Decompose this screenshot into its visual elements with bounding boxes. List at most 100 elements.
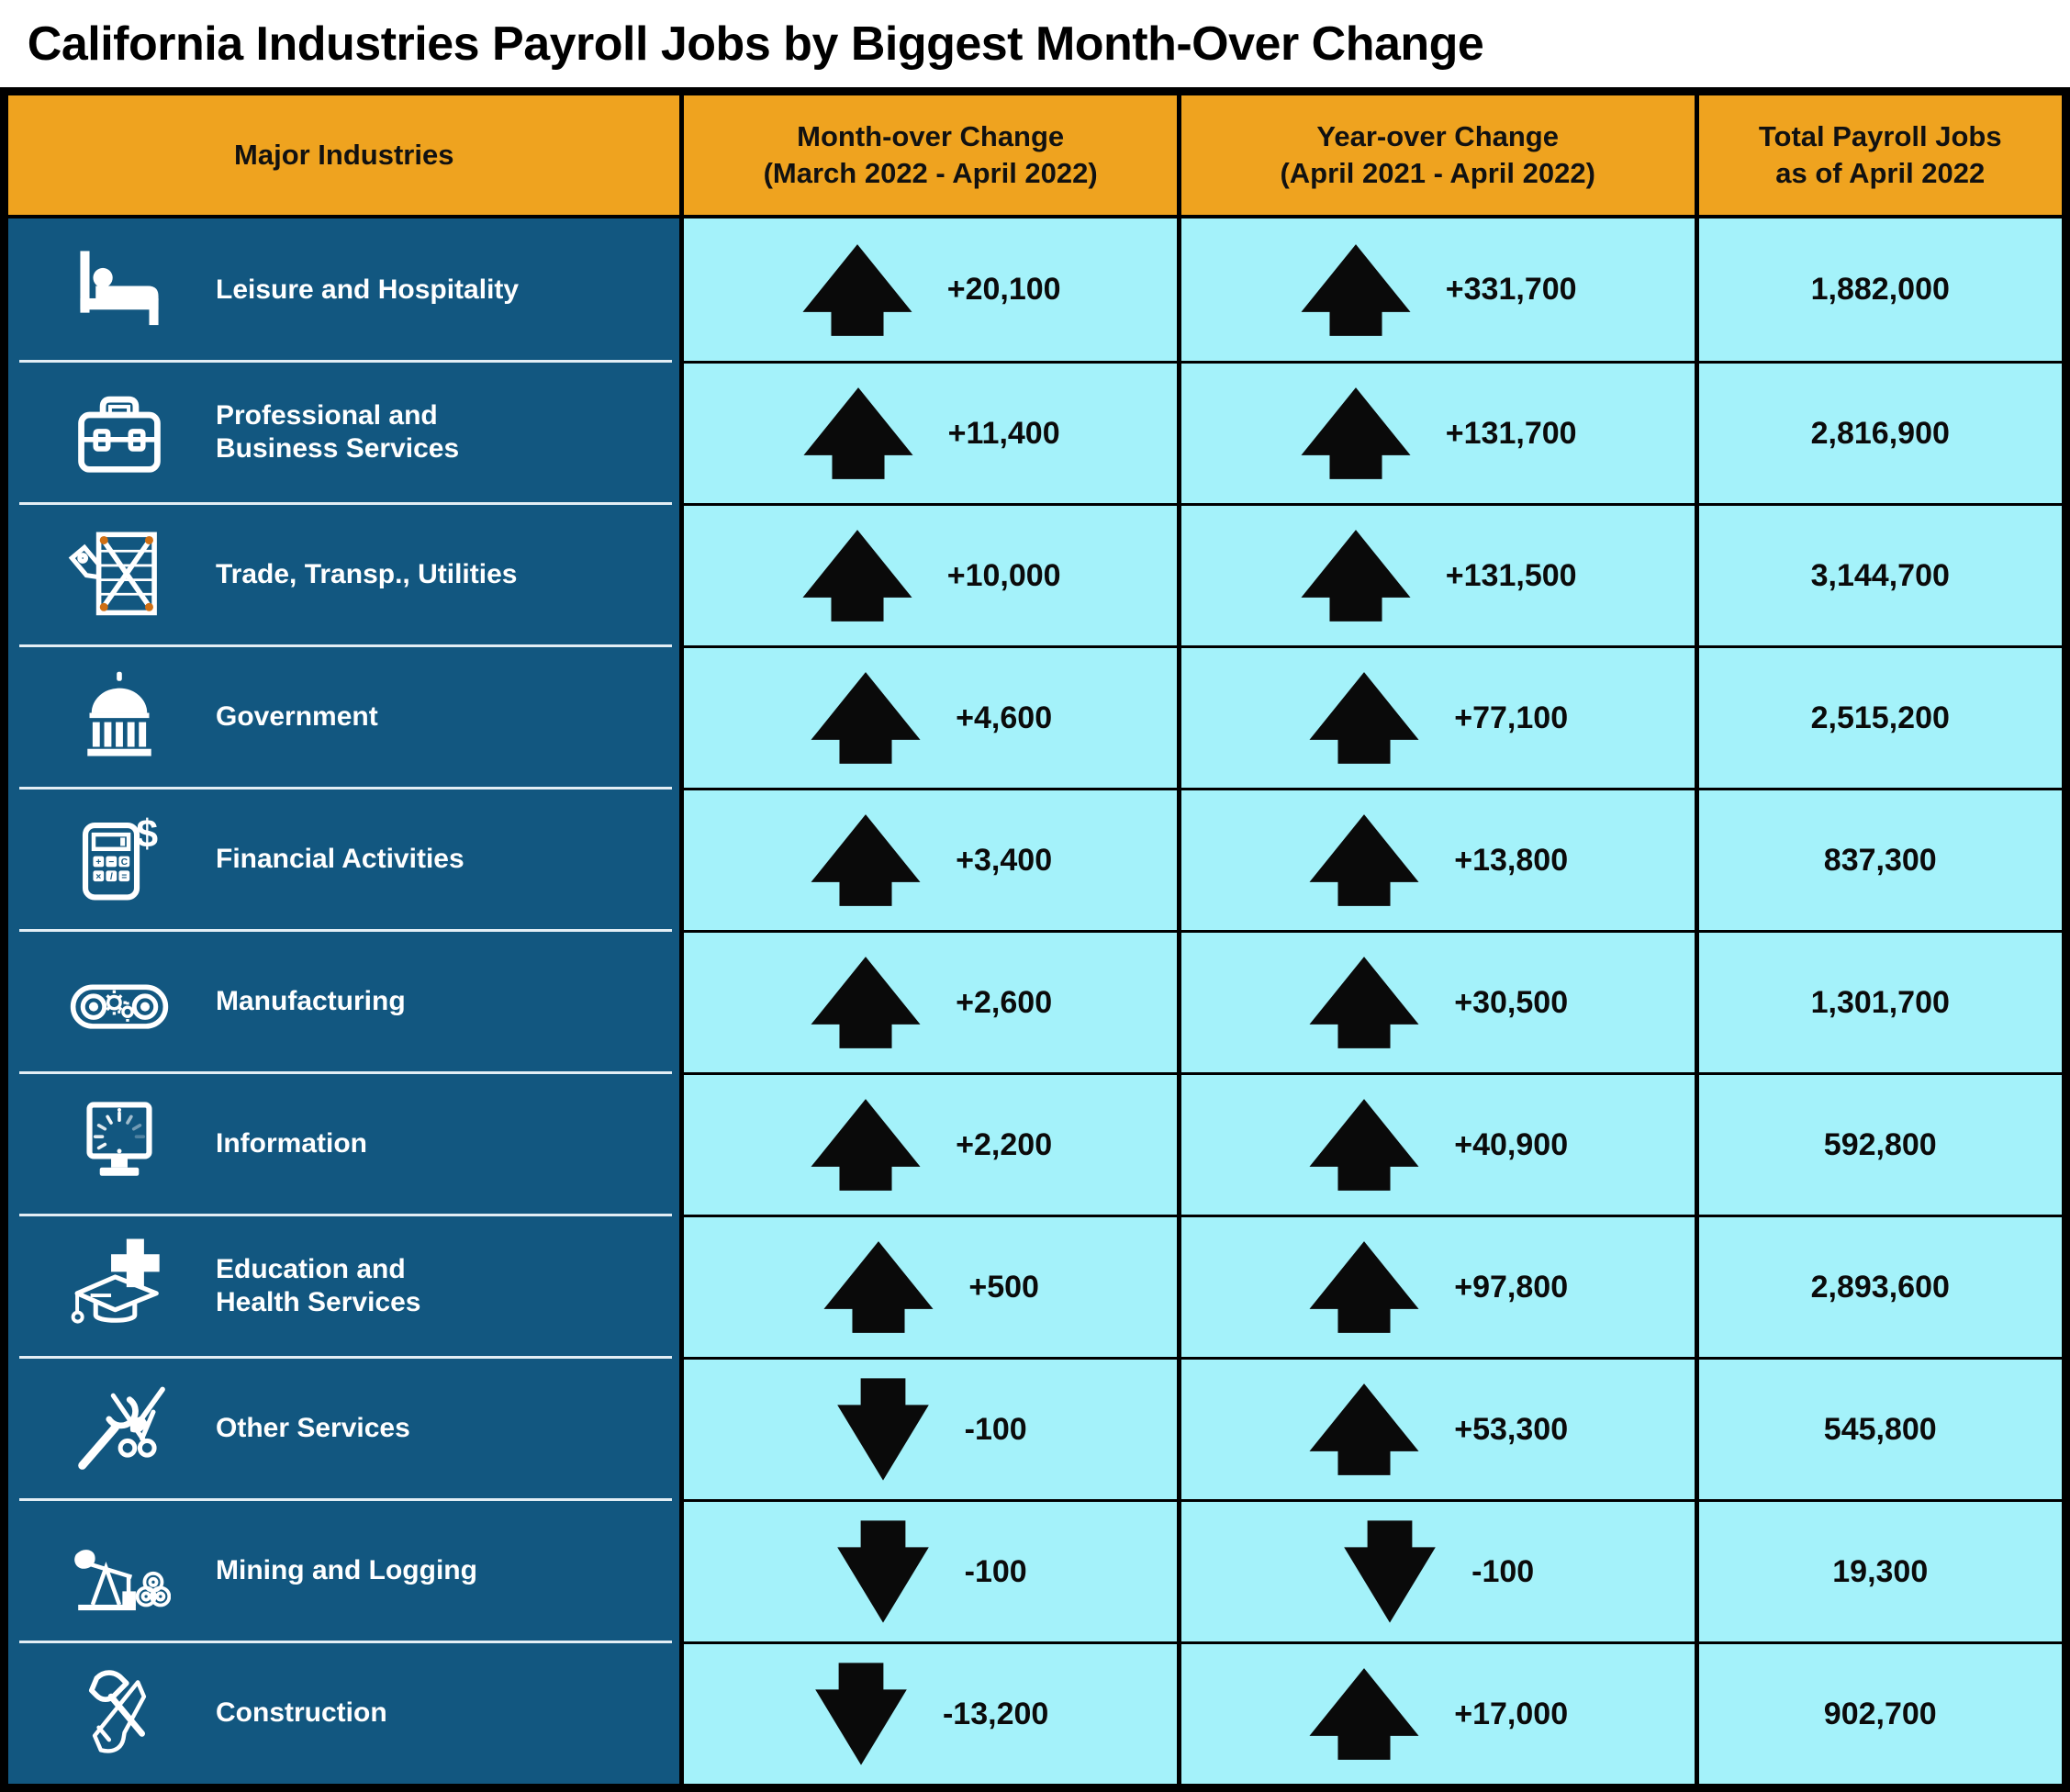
table-row: Trade, Transp., Utilities +10,000 +131,5… xyxy=(8,502,2062,645)
table-row: Information +2,200 +40,900 592,800 xyxy=(8,1071,2062,1215)
industry-label: Construction xyxy=(216,1697,387,1729)
table-header-row: Major Industries Month-over Change (Marc… xyxy=(8,95,2062,218)
industry-label-line: Mining and Logging xyxy=(216,1554,477,1585)
crate-tag-icon xyxy=(60,520,179,630)
year-change-cell: +131,700 xyxy=(1176,361,1695,503)
up-arrow-icon xyxy=(809,812,923,908)
industry-label-line: Business Services xyxy=(216,432,460,464)
industry-cell: Government xyxy=(8,644,680,788)
industry-cell: Education and Health Services xyxy=(8,1214,680,1357)
month-change-cell: +10,000 xyxy=(679,503,1177,645)
industry-label-line: Government xyxy=(216,700,378,732)
industry-cell: Other Services xyxy=(8,1356,680,1499)
toolbox-icon xyxy=(60,377,179,487)
industry-cell: Construction xyxy=(8,1641,680,1784)
up-arrow-icon xyxy=(1299,528,1413,623)
industry-cell: Mining and Logging xyxy=(8,1498,680,1641)
table-row: Professional and Business Services +11,4… xyxy=(8,360,2062,503)
svg-text:+: + xyxy=(95,857,101,868)
month-change-cell: -13,200 xyxy=(679,1641,1177,1784)
month-change-value: +4,600 xyxy=(956,700,1053,735)
total-jobs-value: 545,800 xyxy=(1823,1411,1937,1447)
year-change-cell: +40,900 xyxy=(1176,1072,1695,1215)
total-jobs-value: 902,700 xyxy=(1823,1696,1937,1731)
total-jobs-cell: 545,800 xyxy=(1694,1357,2062,1499)
column-header-year-over-change: Year-over Change (April 2021 - April 202… xyxy=(1176,95,1695,215)
year-change-cell: +53,300 xyxy=(1176,1357,1695,1499)
up-arrow-icon xyxy=(1307,1382,1421,1477)
up-arrow-icon xyxy=(1307,955,1421,1050)
industry-label-line: Information xyxy=(216,1127,367,1159)
industry-cell: Manufacturing xyxy=(8,929,680,1072)
up-arrow-icon xyxy=(1307,1097,1421,1193)
year-change-value: +53,300 xyxy=(1454,1411,1569,1447)
down-arrow-icon xyxy=(834,1518,932,1625)
month-change-value: +2,600 xyxy=(956,984,1053,1020)
month-change-cell: +4,600 xyxy=(679,645,1177,788)
header-line: Total Payroll Jobs xyxy=(1758,120,2002,153)
month-change-cell: +2,600 xyxy=(679,930,1177,1072)
industry-label-line: Education and xyxy=(216,1254,406,1285)
table-row: Construction -13,200 +17,000 902,700 xyxy=(8,1641,2062,1784)
month-change-value: -100 xyxy=(964,1553,1027,1589)
year-change-value: +331,700 xyxy=(1445,272,1577,307)
industry-label-line: Trade, Transp., Utilities xyxy=(216,558,518,589)
svg-text:C: C xyxy=(121,857,128,868)
month-change-value: +500 xyxy=(968,1269,1039,1305)
year-change-value: +17,000 xyxy=(1454,1696,1569,1731)
table-row: Leisure and Hospitality +20,100 +331,700… xyxy=(8,218,2062,361)
month-change-cell: +2,200 xyxy=(679,1072,1177,1215)
up-arrow-icon xyxy=(1299,242,1413,338)
year-change-value: +77,100 xyxy=(1454,700,1569,735)
table-row: Other Services -100 +53,300 545,800 xyxy=(8,1356,2062,1499)
total-jobs-cell: 1,301,700 xyxy=(1694,930,2062,1072)
total-jobs-value: 837,300 xyxy=(1823,842,1937,878)
total-jobs-cell: 3,144,700 xyxy=(1694,503,2062,645)
table-row: Manufacturing +2,600 +30,500 1,301,700 xyxy=(8,929,2062,1072)
year-change-value: +97,800 xyxy=(1454,1269,1569,1305)
industry-cell: Leisure and Hospitality xyxy=(8,218,680,361)
year-change-value: -100 xyxy=(1471,1553,1535,1589)
month-change-cell: -100 xyxy=(679,1357,1177,1499)
up-arrow-icon xyxy=(822,1239,935,1335)
page-title: California Industries Payroll Jobs by Bi… xyxy=(27,17,1484,71)
header-line: Major Industries xyxy=(234,139,454,172)
industry-label-line: Professional and xyxy=(216,400,438,431)
up-arrow-icon xyxy=(809,955,923,1050)
svg-text:×: × xyxy=(95,871,101,881)
column-header-month-over-change: Month-over Change (March 2022 - April 20… xyxy=(679,95,1176,215)
total-jobs-value: 592,800 xyxy=(1823,1126,1937,1162)
up-arrow-icon xyxy=(1307,1666,1421,1762)
table-row: Government +4,600 +77,100 2,515,200 xyxy=(8,644,2062,788)
industry-label: Education and Health Services xyxy=(216,1253,420,1318)
month-change-value: +2,200 xyxy=(956,1126,1053,1162)
month-change-cell: +3,400 xyxy=(679,788,1177,930)
month-change-value: -13,200 xyxy=(942,1696,1049,1731)
total-jobs-cell: 592,800 xyxy=(1694,1072,2062,1215)
total-jobs-cell: 19,300 xyxy=(1694,1499,2062,1641)
total-jobs-value: 2,893,600 xyxy=(1810,1269,1950,1305)
industry-cell: Information xyxy=(8,1071,680,1215)
total-jobs-cell: 2,515,200 xyxy=(1694,645,2062,788)
year-change-value: +131,700 xyxy=(1445,415,1577,451)
up-arrow-icon xyxy=(1307,1239,1421,1335)
total-jobs-value: 1,301,700 xyxy=(1810,984,1950,1020)
total-jobs-cell: 1,882,000 xyxy=(1694,218,2062,361)
up-arrow-icon xyxy=(809,1097,923,1193)
month-change-cell: +500 xyxy=(679,1215,1177,1357)
total-jobs-value: 3,144,700 xyxy=(1810,557,1950,593)
table-row: Mining and Logging -100 -100 19,300 xyxy=(8,1498,2062,1641)
industry-label-line: Financial Activities xyxy=(216,843,464,874)
down-arrow-icon xyxy=(1341,1518,1438,1625)
bed-icon xyxy=(60,235,179,345)
payroll-jobs-table: Major Industries Month-over Change (Marc… xyxy=(0,87,2070,1792)
industry-cell: + − C × / = $ Financial Activities xyxy=(8,787,680,930)
year-change-cell: +13,800 xyxy=(1176,788,1695,930)
svg-text:=: = xyxy=(121,871,127,881)
total-jobs-value: 2,515,200 xyxy=(1810,700,1950,735)
year-change-cell: +17,000 xyxy=(1176,1641,1695,1784)
up-arrow-icon xyxy=(809,670,923,766)
year-change-value: +13,800 xyxy=(1454,842,1569,878)
industry-label: Other Services xyxy=(216,1412,410,1444)
industry-label: Mining and Logging xyxy=(216,1554,477,1586)
